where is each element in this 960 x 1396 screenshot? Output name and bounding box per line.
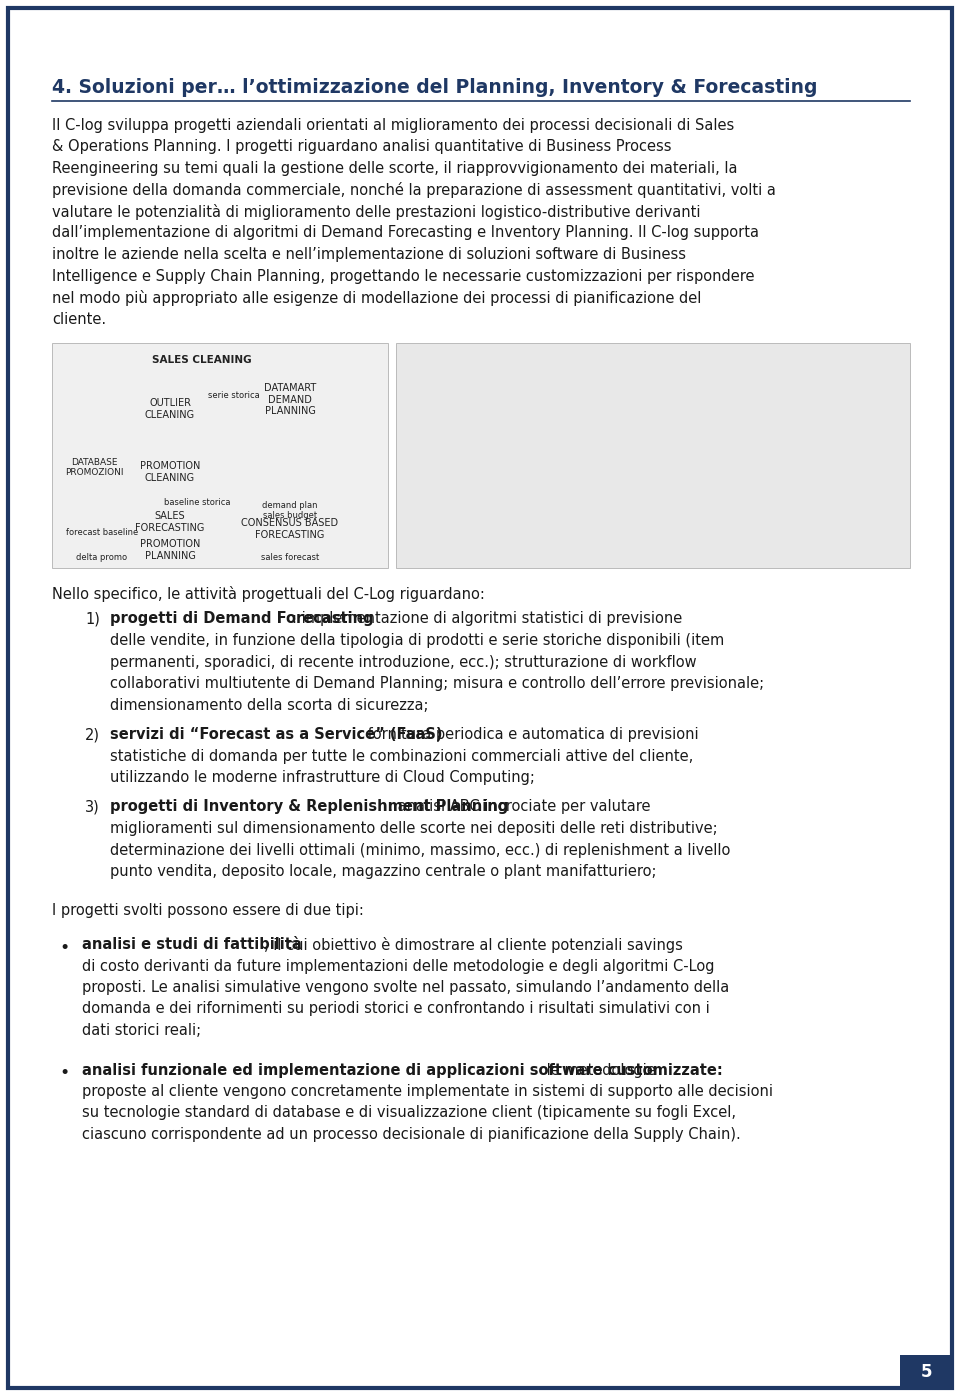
Text: dimensionamento della scorta di sicurezza;: dimensionamento della scorta di sicurezz… (110, 698, 428, 712)
Text: permanenti, sporadici, di recente introduzione, ecc.); strutturazione di workflo: permanenti, sporadici, di recente introd… (110, 655, 697, 670)
Text: •: • (60, 940, 70, 958)
Text: I progetti svolti possono essere di due tipi:: I progetti svolti possono essere di due … (52, 903, 364, 919)
Text: 4. Soluzioni per… l’ottimizzazione del Planning, Inventory & Forecasting: 4. Soluzioni per… l’ottimizzazione del P… (52, 78, 818, 96)
Text: DATABASE
PROMOZIONI: DATABASE PROMOZIONI (64, 458, 123, 477)
Text: •: • (60, 1065, 70, 1082)
Text: : implementazione di algoritmi statistici di previsione: : implementazione di algoritmi statistic… (292, 611, 682, 627)
Text: 3): 3) (85, 800, 100, 814)
Text: CONSENSUS BASED
FORECASTING: CONSENSUS BASED FORECASTING (241, 518, 339, 540)
Text: demand plan
sales budget: demand plan sales budget (262, 501, 318, 521)
Text: valutare le potenzialità di miglioramento delle prestazioni logistico-distributi: valutare le potenzialità di migliorament… (52, 204, 701, 221)
Text: Reengineering su temi quali la gestione delle scorte, il riapprovvigionamento de: Reengineering su temi quali la gestione … (52, 161, 737, 176)
Text: Intelligence e Supply Chain Planning, progettando le necessarie customizzazioni : Intelligence e Supply Chain Planning, pr… (52, 268, 755, 283)
Text: punto vendita, deposito locale, magazzino centrale o plant manifatturiero;: punto vendita, deposito locale, magazzin… (110, 864, 657, 879)
Text: miglioramenti sul dimensionamento delle scorte nei depositi delle reti distribut: miglioramenti sul dimensionamento delle … (110, 821, 718, 836)
Text: statistiche di domanda per tutte le combinazioni commerciali attive del cliente,: statistiche di domanda per tutte le comb… (110, 748, 693, 764)
Text: previsione della domanda commerciale, nonché la preparazione di assessment quant: previsione della domanda commerciale, no… (52, 183, 776, 198)
Text: : fornitura periodica e automatica di previsioni: : fornitura periodica e automatica di pr… (358, 727, 699, 743)
Text: SALES CLEANING: SALES CLEANING (153, 355, 252, 364)
Text: analisi funzionale ed implementazione di applicazioni software customizzate:: analisi funzionale ed implementazione di… (82, 1062, 723, 1078)
Text: SALES
FORECASTING: SALES FORECASTING (135, 511, 204, 533)
Text: OUTLIER
CLEANING: OUTLIER CLEANING (145, 398, 195, 420)
Text: collaborativi multiutente di Demand Planning; misura e controllo dell’errore pre: collaborativi multiutente di Demand Plan… (110, 676, 764, 691)
Text: Nello specifico, le attività progettuali del C-Log riguardano:: Nello specifico, le attività progettuali… (52, 586, 485, 602)
Text: le metodologie: le metodologie (541, 1062, 656, 1078)
Text: 1): 1) (85, 611, 100, 627)
Text: analisi e studi di fattibilità: analisi e studi di fattibilità (82, 937, 301, 952)
Text: progetti di Demand Forecasting: progetti di Demand Forecasting (110, 611, 373, 627)
Text: , il cui obiettivo è dimostrare al cliente potenziali savings: , il cui obiettivo è dimostrare al clien… (263, 937, 683, 953)
Bar (900, 1356, 952, 1388)
Text: proposte al cliente vengono concretamente implementate in sistemi di supporto al: proposte al cliente vengono concretament… (82, 1085, 773, 1099)
Text: nel modo più appropriato alle esigenze di modellazione dei processi di pianifica: nel modo più appropriato alle esigenze d… (52, 290, 702, 306)
Text: utilizzando le moderne infrastrutture di Cloud Computing;: utilizzando le moderne infrastrutture di… (110, 771, 535, 785)
Text: DATAMART
DEMAND
PLANNING: DATAMART DEMAND PLANNING (264, 383, 316, 416)
Text: : analisi ABC incrociate per valutare: : analisi ABC incrociate per valutare (388, 800, 651, 814)
Text: proposti. Le analisi simulative vengono svolte nel passato, simulando l’andament: proposti. Le analisi simulative vengono … (82, 980, 730, 995)
Text: di costo derivanti da future implementazioni delle metodologie e degli algoritmi: di costo derivanti da future implementaz… (82, 959, 714, 973)
Text: domanda e dei rifornimenti su periodi storici e confrontando i risultati simulat: domanda e dei rifornimenti su periodi st… (82, 1001, 709, 1016)
Bar (52, 343, 388, 568)
Text: determinazione dei livelli ottimali (minimo, massimo, ecc.) di replenishment a l: determinazione dei livelli ottimali (min… (110, 843, 731, 857)
Text: Il C-log sviluppa progetti aziendali orientati al miglioramento dei processi dec: Il C-log sviluppa progetti aziendali ori… (52, 119, 734, 133)
Text: serie storica: serie storica (208, 391, 260, 401)
Text: servizi di “Forecast as a Service” (FaaS): servizi di “Forecast as a Service” (FaaS… (110, 727, 443, 743)
Text: cliente.: cliente. (52, 311, 107, 327)
Text: inoltre le aziende nella scelta e nell’implementazione di soluzioni software di : inoltre le aziende nella scelta e nell’i… (52, 247, 686, 262)
Text: & Operations Planning. I progetti riguardano analisi quantitative di Business Pr: & Operations Planning. I progetti riguar… (52, 140, 671, 155)
Bar (396, 343, 910, 568)
Text: sales forecast: sales forecast (261, 553, 319, 563)
Text: 2): 2) (85, 727, 100, 743)
Text: dall’implementazione di algoritmi di Demand Forecasting e Inventory Planning. Il: dall’implementazione di algoritmi di Dem… (52, 226, 759, 240)
Text: baseline storica: baseline storica (164, 498, 230, 507)
Text: progetti di Inventory & Replenishment Planning: progetti di Inventory & Replenishment Pl… (110, 800, 508, 814)
Text: 5: 5 (921, 1362, 932, 1381)
Text: PROMOTION
CLEANING: PROMOTION CLEANING (140, 461, 201, 483)
Text: ciascuno corrispondente ad un processo decisionale di pianificazione della Suppl: ciascuno corrispondente ad un processo d… (82, 1127, 741, 1142)
Text: forecast baseline: forecast baseline (66, 528, 138, 537)
Text: dati storici reali;: dati storici reali; (82, 1023, 202, 1039)
Text: delta promo: delta promo (77, 553, 128, 563)
Text: PROMOTION
PLANNING: PROMOTION PLANNING (140, 539, 201, 561)
Text: delle vendite, in funzione della tipologia di prodotti e serie storiche disponib: delle vendite, in funzione della tipolog… (110, 632, 724, 648)
Text: su tecnologie standard di database e di visualizzazione client (tipicamente su f: su tecnologie standard di database e di … (82, 1106, 736, 1121)
